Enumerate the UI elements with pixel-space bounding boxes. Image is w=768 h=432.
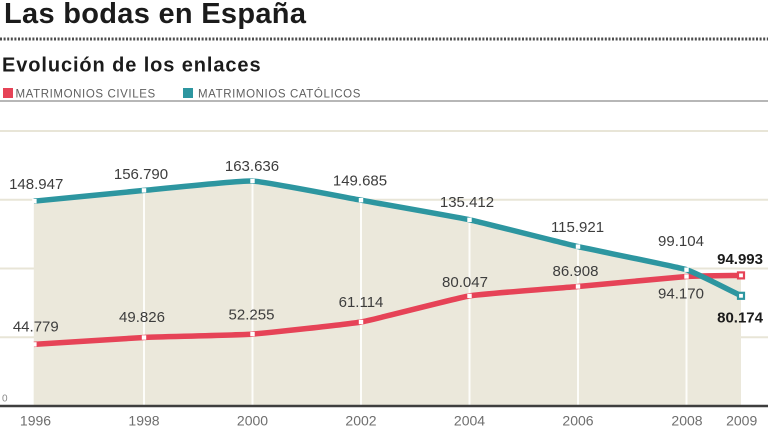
svg-text:94.170: 94.170	[658, 286, 704, 303]
svg-text:MATRIMONIOS CATÓLICOS: MATRIMONIOS CATÓLICOS	[198, 88, 361, 101]
svg-text:115.921: 115.921	[551, 219, 604, 236]
svg-text:2006: 2006	[562, 413, 593, 429]
svg-text:Las bodas en España: Las bodas en España	[4, 0, 307, 30]
svg-text:2002: 2002	[345, 413, 376, 429]
svg-text:80.174: 80.174	[717, 310, 764, 327]
svg-text:99.104: 99.104	[658, 233, 704, 250]
svg-text:Evolución de los enlaces: Evolución de los enlaces	[2, 55, 261, 77]
svg-text:163.636: 163.636	[225, 158, 279, 175]
svg-text:44.779: 44.779	[13, 319, 59, 336]
svg-text:2004: 2004	[454, 413, 485, 429]
svg-text:1996: 1996	[20, 413, 51, 429]
svg-text:2008: 2008	[671, 413, 702, 429]
svg-text:80.047: 80.047	[442, 274, 488, 291]
svg-text:52.255: 52.255	[229, 307, 275, 324]
svg-text:0: 0	[2, 394, 8, 405]
svg-text:1998: 1998	[128, 413, 159, 429]
svg-text:MATRIMONIOS CIVILES: MATRIMONIOS CIVILES	[16, 89, 156, 101]
svg-text:61.114: 61.114	[339, 294, 384, 311]
svg-text:149.685: 149.685	[333, 172, 387, 189]
svg-text:2000: 2000	[237, 413, 268, 429]
svg-text:2009: 2009	[726, 413, 757, 429]
svg-text:135.412: 135.412	[440, 194, 494, 211]
svg-text:86.908: 86.908	[553, 263, 599, 280]
svg-text:94.993: 94.993	[717, 251, 763, 268]
svg-text:148.947: 148.947	[9, 176, 63, 193]
svg-text:49.826: 49.826	[119, 309, 165, 326]
svg-text:156.790: 156.790	[114, 166, 168, 183]
